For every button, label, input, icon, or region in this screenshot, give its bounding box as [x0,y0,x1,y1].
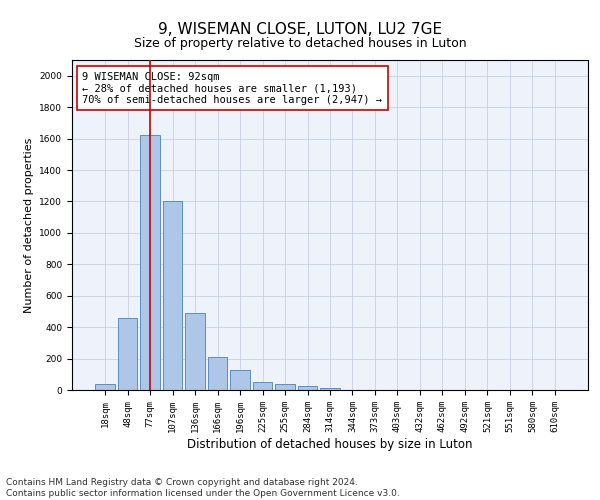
Text: Size of property relative to detached houses in Luton: Size of property relative to detached ho… [134,38,466,51]
Text: 9, WISEMAN CLOSE, LUTON, LU2 7GE: 9, WISEMAN CLOSE, LUTON, LU2 7GE [158,22,442,38]
Bar [208,357,227,390]
Bar [320,388,340,390]
Text: 9 WISEMAN CLOSE: 92sqm
← 28% of detached houses are smaller (1,193)
70% of semi-: 9 WISEMAN CLOSE: 92sqm ← 28% of detached… [82,72,382,105]
Text: Contains HM Land Registry data © Crown copyright and database right 2024.
Contai: Contains HM Land Registry data © Crown c… [6,478,400,498]
Bar [95,384,115,390]
Bar [253,382,272,390]
Bar [163,202,182,390]
Y-axis label: Number of detached properties: Number of detached properties [24,138,34,312]
X-axis label: Distribution of detached houses by size in Luton: Distribution of detached houses by size … [187,438,473,450]
Bar [185,313,205,390]
Bar [140,136,160,390]
Bar [275,384,295,390]
Bar [298,386,317,390]
Bar [118,318,137,390]
Bar [230,370,250,390]
